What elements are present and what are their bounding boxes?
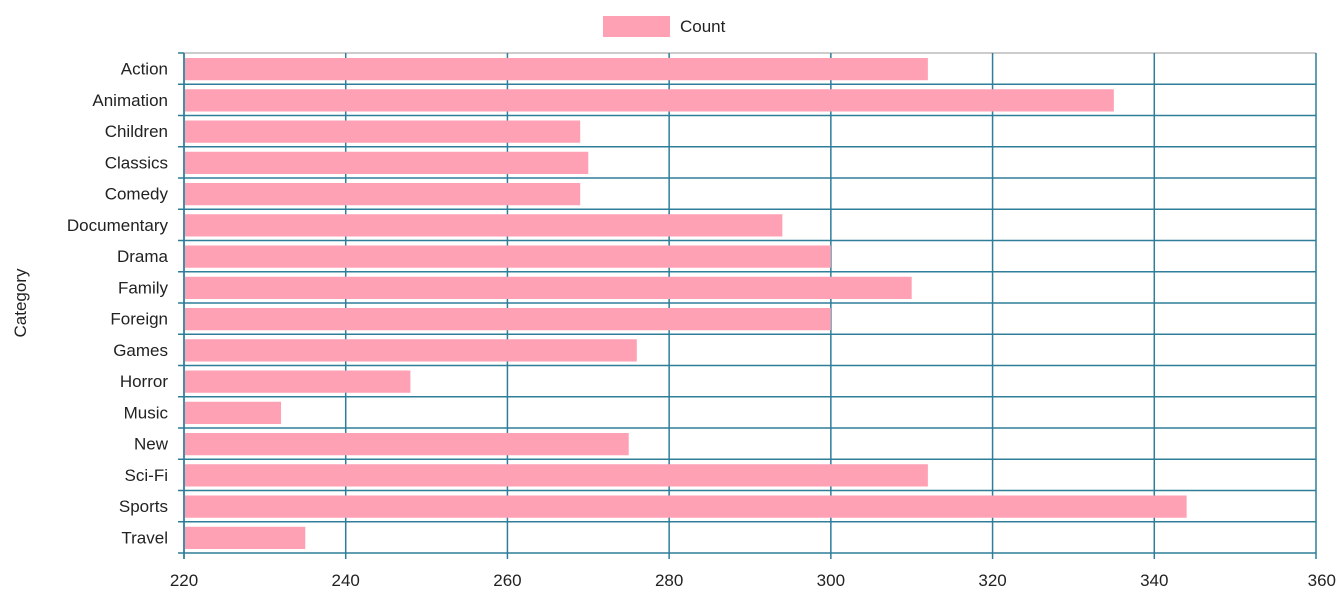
legend[interactable]: Count [603,16,726,37]
y-tick-label: Classics [105,153,168,172]
bar[interactable] [185,214,783,237]
y-tick-label: Sci-Fi [125,466,168,485]
bar[interactable] [185,308,831,331]
x-tick-label: 240 [332,571,360,590]
y-axis-tick-labels: Action Animation Children Classics Comedy Doc… [67,60,169,548]
bar[interactable] [185,464,928,487]
bar[interactable] [185,495,1187,518]
legend-label-count: Count [680,17,726,36]
y-axis-title: Category [11,268,30,337]
bar[interactable] [185,276,912,299]
bar[interactable] [185,401,282,424]
y-tick-label: Animation [92,91,168,110]
y-tick-label: Music [124,403,169,422]
bar[interactable] [185,370,411,393]
legend-swatch-count [603,16,670,37]
y-tick-label: Children [105,122,168,141]
y-tick-label: Comedy [105,185,169,204]
y-tick-label: Games [113,341,168,360]
y-tick-label: Foreign [110,310,168,329]
y-tick-label: Horror [120,372,169,391]
x-tick-label: 340 [1140,571,1168,590]
y-tick-label: New [134,435,169,454]
y-tick-label: Travel [121,528,168,547]
bar[interactable] [185,526,306,549]
y-tick-label: Sports [119,497,168,516]
y-tick-label: Documentary [67,216,169,235]
x-tick-label: 220 [170,571,198,590]
bar[interactable] [185,245,831,268]
x-tick-label: 360 [1308,571,1336,590]
bar[interactable] [185,183,581,206]
bar[interactable] [185,89,1114,112]
grid [178,52,1317,559]
y-tick-label: Drama [117,247,169,266]
y-tick-label: Family [118,278,169,297]
x-tick-label: 260 [493,571,521,590]
bar[interactable] [185,339,637,362]
bar[interactable] [185,120,581,143]
x-axis-tick-labels: 220 240 260 280 300 320 340 360 [170,571,1336,590]
x-tick-label: 280 [655,571,683,590]
bar[interactable] [185,58,928,81]
bars [185,58,1187,549]
bar[interactable] [185,151,589,174]
x-tick-label: 300 [817,571,845,590]
bar[interactable] [185,433,629,456]
x-tick-label: 320 [978,571,1006,590]
y-tick-label: Action [121,60,168,79]
